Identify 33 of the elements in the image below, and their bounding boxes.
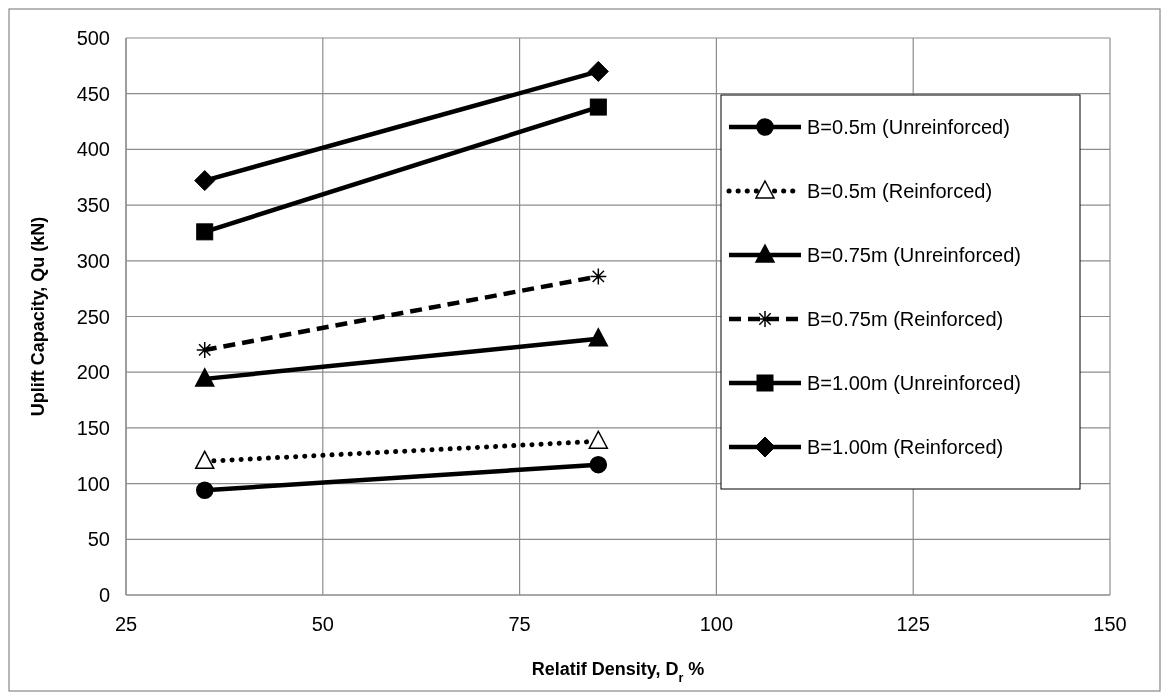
legend-label: B=0.75m (Unreinforced) bbox=[807, 244, 1021, 266]
y-tick-label: 300 bbox=[76, 249, 110, 272]
point bbox=[194, 170, 216, 192]
x-tick-label: 50 bbox=[311, 613, 334, 635]
y-tick-label: 450 bbox=[76, 82, 110, 105]
x-tick-label: 100 bbox=[699, 613, 734, 635]
x-axis-title: Relatif Density, D$_{r}$ % bbox=[531, 659, 705, 685]
legend-label: B=1.00m (Unreinforced) bbox=[807, 372, 1021, 394]
y-tick-label: 500 bbox=[76, 27, 110, 49]
y-tick-label: 200 bbox=[76, 361, 110, 384]
y-tick-label: 0 bbox=[98, 584, 110, 606]
point bbox=[589, 455, 608, 474]
x-tick-label: 25 bbox=[114, 613, 138, 635]
y-tick-label: 250 bbox=[76, 305, 110, 328]
legend-label: B=1.00m (Reinforced) bbox=[807, 436, 1004, 458]
legend-label: B=0.5m (Reinforced) bbox=[807, 180, 993, 202]
x-tick-label: 75 bbox=[508, 613, 531, 635]
point bbox=[195, 481, 214, 500]
point bbox=[589, 267, 608, 286]
y-tick-label: 350 bbox=[76, 194, 110, 217]
y-tick-label: 400 bbox=[76, 138, 110, 161]
y-tick-label: 50 bbox=[87, 528, 110, 551]
y-tick-label: 100 bbox=[76, 472, 110, 495]
point bbox=[195, 341, 214, 359]
point bbox=[589, 98, 607, 116]
y-axis-title: Uplift Capacity, Qu (kN) bbox=[28, 216, 48, 417]
point bbox=[587, 60, 609, 82]
x-tick-label: 150 bbox=[1093, 613, 1127, 635]
y-tick-label: 150 bbox=[76, 416, 110, 439]
x-tick-label: 125 bbox=[896, 613, 930, 635]
point bbox=[196, 223, 214, 241]
legend-label: B=0.5m (Unreinforced) bbox=[807, 116, 1010, 138]
legend-label: B=0.75m (Reinforced) bbox=[807, 308, 1004, 330]
